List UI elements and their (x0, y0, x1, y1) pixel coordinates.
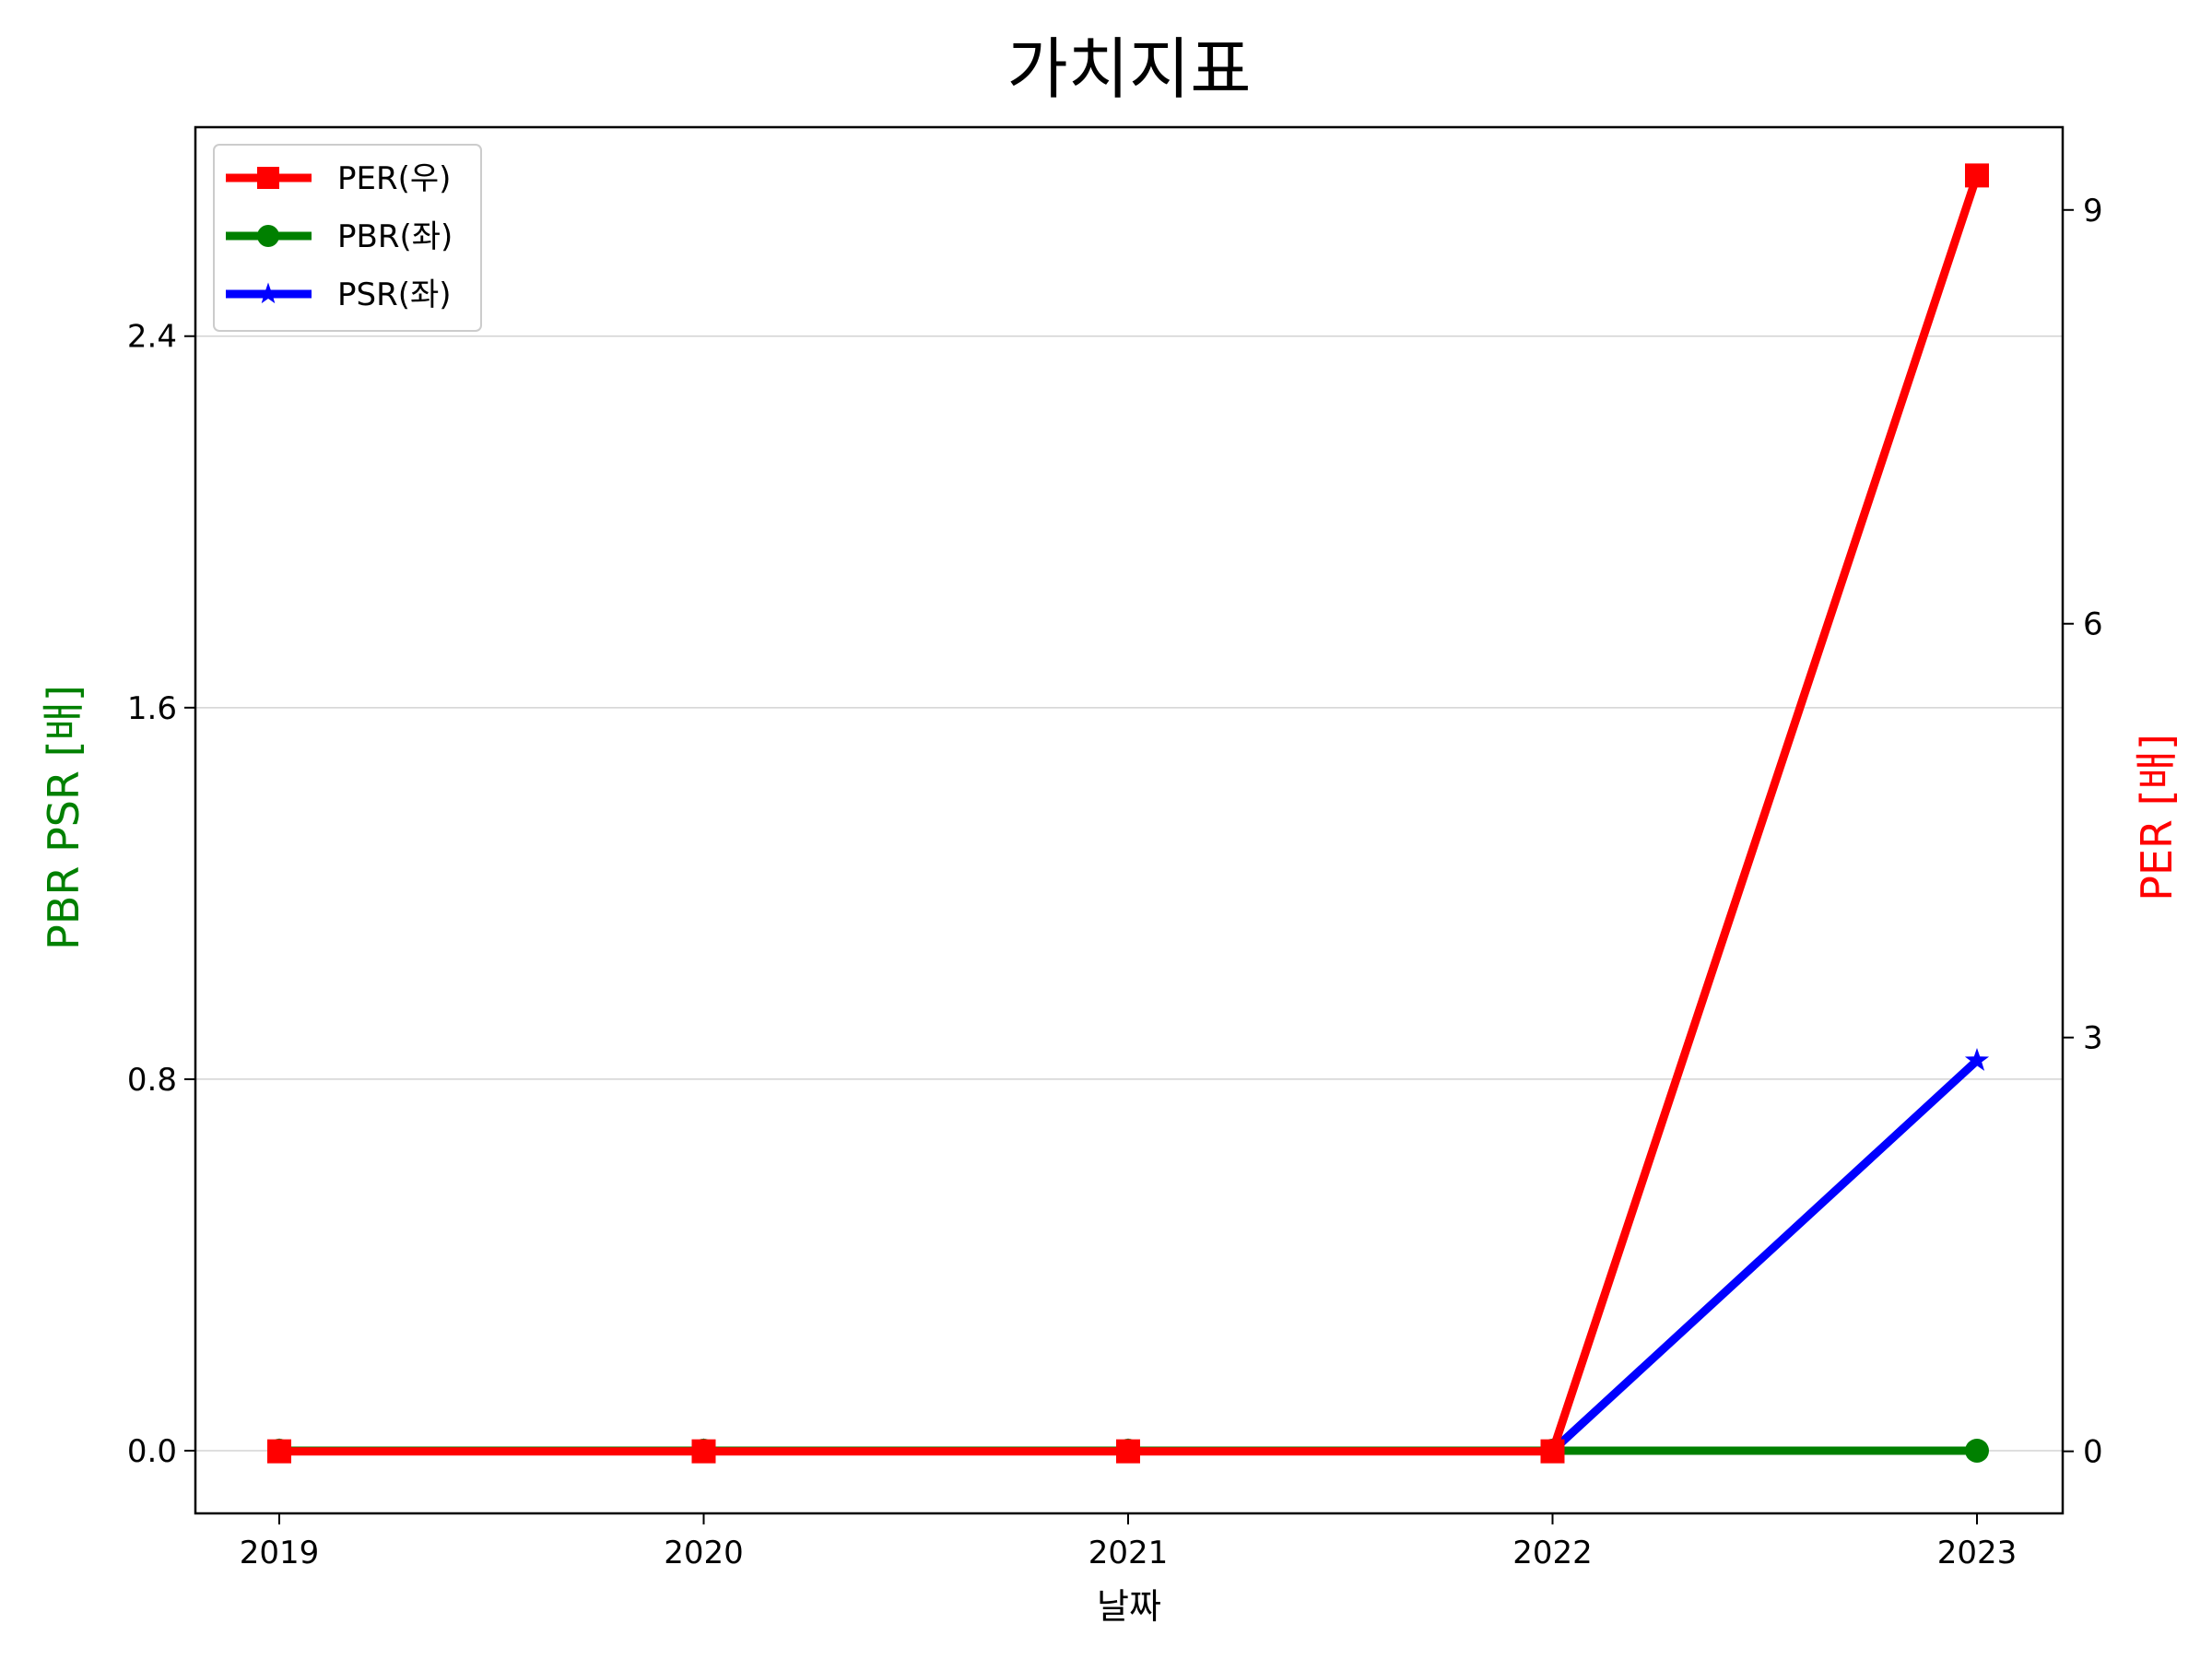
x-axis-tick-label: 2022 (1512, 1535, 1593, 1571)
chart-title: 가치지표 (1007, 30, 1252, 108)
legend-marker (257, 167, 279, 189)
right-axis-tick-label: 6 (2083, 606, 2103, 643)
left-axis-label: PBR PSR [배] (39, 685, 88, 950)
x-axis-tick-label: 2023 (1937, 1535, 2018, 1571)
data-point-psr (1964, 1048, 1990, 1071)
x-axis-tick-label: 2019 (240, 1535, 320, 1571)
legend: PER(우) PBR(좌) PSR(좌) (213, 144, 482, 332)
legend-label: PER(우) (337, 160, 451, 197)
legend-label: PSR(좌) (337, 276, 452, 313)
legend-item-per: PER(우) (226, 160, 451, 197)
legend-item-psr: PSR(좌) (226, 276, 452, 313)
right-axis-label: PER [배] (2132, 734, 2182, 901)
x-axis-label: 날짜 (1097, 1586, 1161, 1627)
x-axis-tick-label: 2021 (1088, 1535, 1169, 1571)
left-axis-tick-label: 0.8 (127, 1062, 177, 1099)
series-layer (266, 163, 1990, 1464)
data-point-per (1540, 1439, 1565, 1464)
legend-marker (257, 225, 279, 247)
data-point-per (267, 1439, 291, 1464)
right-axis-tick-label: 9 (2083, 193, 2103, 229)
right-axis-tick-label: 3 (2083, 1020, 2103, 1057)
axis-layer: 0.0 0.8 1.6 2.4 0 3 6 9 2019 2020 2021 2022 2023 (127, 193, 2103, 1571)
left-axis-tick-label: 0.0 (127, 1433, 177, 1470)
legend-item-pbr: PBR(좌) (226, 218, 453, 255)
x-axis-tick-label: 2020 (664, 1535, 744, 1571)
data-point-per (1965, 163, 1989, 188)
legend-box (213, 144, 482, 332)
legend-items: PER(우) PBR(좌) PSR(좌) (226, 160, 453, 313)
series-per (267, 163, 1989, 1464)
left-axis-tick-label: 2.4 (127, 319, 177, 356)
left-axis-tick-label: 1.6 (127, 690, 177, 727)
legend-marker (257, 282, 279, 304)
legend-label: PBR(좌) (337, 218, 453, 255)
data-point-pbr (1965, 1438, 1989, 1463)
data-point-per (691, 1439, 716, 1464)
data-point-per (1116, 1439, 1140, 1464)
right-axis-tick-label: 0 (2083, 1434, 2103, 1471)
